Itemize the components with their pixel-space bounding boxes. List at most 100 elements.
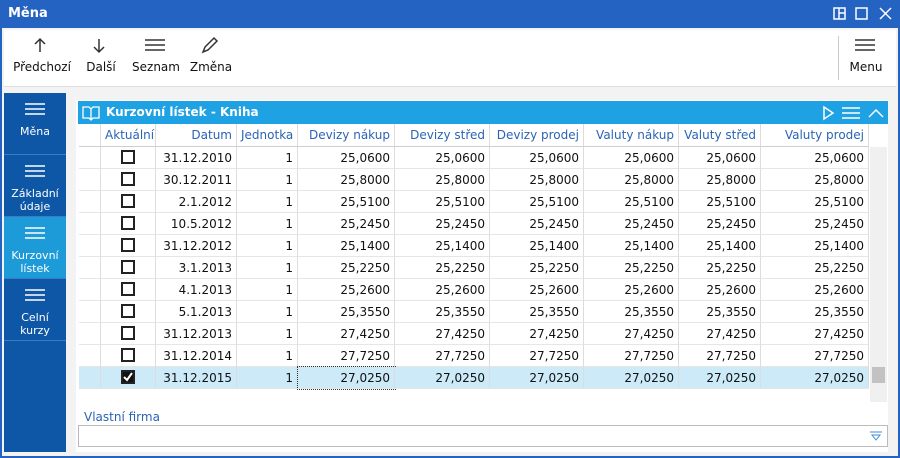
table-cell[interactable]: 25,3550	[298, 301, 395, 323]
column-header[interactable]: Aktuální	[101, 124, 156, 147]
table-cell[interactable]: 27,4250	[584, 323, 679, 345]
table-cell[interactable]: 25,1400	[679, 235, 761, 257]
table-cell[interactable]: 25,3550	[679, 301, 761, 323]
table-cell[interactable]: 25,2600	[395, 279, 490, 301]
table-cell[interactable]: 25,1400	[584, 235, 679, 257]
table-cell[interactable]: 27,0250	[297, 366, 396, 390]
table-cell[interactable]: 25,2450	[395, 213, 490, 235]
table-cell[interactable]: 25,2250	[584, 257, 679, 279]
checkbox[interactable]	[121, 194, 135, 208]
table-cell[interactable]: 25,0600	[679, 147, 761, 169]
field-input[interactable]	[78, 425, 888, 447]
table-cell[interactable]: 27,4250	[679, 323, 761, 345]
panel-controls[interactable]	[822, 105, 886, 121]
table-cell[interactable]: 27,7250	[584, 345, 679, 367]
column-header[interactable]: Valuty střed	[679, 124, 761, 147]
table-cell[interactable]: 27,4250	[395, 323, 490, 345]
table-cell[interactable]: 25,5100	[395, 191, 490, 213]
table-cell[interactable]: 25,0600	[490, 147, 584, 169]
column-header[interactable]: Valuty nákup	[584, 124, 679, 147]
table-cell[interactable]: 25,8000	[761, 169, 869, 191]
table-cell[interactable]: 25,2450	[490, 213, 584, 235]
checkbox[interactable]	[121, 326, 135, 340]
table-cell[interactable]: 2.1.2012	[156, 191, 237, 213]
table-cell[interactable]: 27,0250	[584, 367, 679, 389]
column-header[interactable]: Datum	[156, 124, 237, 147]
table-cell[interactable]: 25,0600	[584, 147, 679, 169]
table-cell[interactable]: 25,2450	[679, 213, 761, 235]
column-header[interactable]: Devizy nákup	[298, 124, 395, 147]
table-cell[interactable]: 25,8000	[395, 169, 490, 191]
column-header[interactable]: Valuty prodej	[761, 124, 869, 147]
table-cell[interactable]: 25,8000	[490, 169, 584, 191]
table-cell[interactable]: 25,2600	[298, 279, 395, 301]
checkbox[interactable]	[121, 348, 135, 362]
sidebar-item[interactable]: Základní údaje	[4, 155, 66, 217]
table-cell[interactable]: 10.5.2012	[156, 213, 237, 235]
checkbox[interactable]	[121, 172, 135, 186]
sidebar-item[interactable]: Celní kurzy	[4, 279, 66, 341]
table-cell[interactable]: 25,2250	[761, 257, 869, 279]
table-cell[interactable]: 25,2600	[761, 279, 869, 301]
table-cell[interactable]: 27,0250	[395, 367, 490, 389]
table-cell[interactable]: 27,0250	[679, 367, 761, 389]
checkbox[interactable]	[121, 216, 135, 230]
toolbar-button[interactable]: Seznam	[124, 36, 188, 74]
column-header[interactable]: Devizy prodej	[490, 124, 584, 147]
table-cell[interactable]: 25,3550	[761, 301, 869, 323]
toolbar-button[interactable]: Další	[69, 36, 133, 74]
table-cell[interactable]: 1	[237, 323, 298, 345]
table-cell[interactable]: 1	[237, 235, 298, 257]
table-cell[interactable]: 27,7250	[679, 345, 761, 367]
table-cell[interactable]: 27,0250	[490, 367, 584, 389]
table-cell[interactable]: 25,0600	[395, 147, 490, 169]
table-cell[interactable]: 25,8000	[298, 169, 395, 191]
table-cell[interactable]: 27,7250	[761, 345, 869, 367]
table-cell[interactable]: 25,2450	[298, 213, 395, 235]
table-cell[interactable]: 25,8000	[679, 169, 761, 191]
checkbox[interactable]	[121, 282, 135, 296]
column-header[interactable]: Jednotka	[237, 124, 298, 147]
table-cell[interactable]: 25,5100	[490, 191, 584, 213]
table-cell[interactable]: 1	[237, 191, 298, 213]
table-cell[interactable]: 1	[237, 279, 298, 301]
table-cell[interactable]: 27,4250	[490, 323, 584, 345]
table-cell[interactable]: 1	[237, 257, 298, 279]
checkbox[interactable]	[121, 150, 135, 164]
menu-button[interactable]: Menu	[834, 36, 898, 74]
table-cell[interactable]: 25,2250	[679, 257, 761, 279]
table-cell[interactable]: 25,3550	[584, 301, 679, 323]
window-controls[interactable]	[832, 7, 894, 21]
table-cell[interactable]: 5.1.2013	[156, 301, 237, 323]
table-cell[interactable]: 25,2450	[761, 213, 869, 235]
table-cell[interactable]: 1	[237, 367, 298, 389]
table-cell[interactable]: 27,7250	[395, 345, 490, 367]
scrollbar[interactable]	[870, 147, 887, 402]
table-cell[interactable]: 3.1.2013	[156, 257, 237, 279]
table-cell[interactable]: 27,7250	[490, 345, 584, 367]
table-cell[interactable]: 25,2600	[490, 279, 584, 301]
table-cell[interactable]: 1	[237, 213, 298, 235]
checkbox[interactable]	[121, 238, 135, 252]
table-cell[interactable]: 31.12.2015	[156, 367, 237, 389]
column-header[interactable]: Devizy střed	[395, 124, 490, 147]
sidebar-item[interactable]: Kurzovní lístek	[4, 217, 66, 279]
table-cell[interactable]: 1	[237, 301, 298, 323]
table-cell[interactable]: 31.12.2012	[156, 235, 237, 257]
checkbox[interactable]	[121, 304, 135, 318]
table-cell[interactable]: 31.12.2014	[156, 345, 237, 367]
table-cell[interactable]: 25,2250	[395, 257, 490, 279]
table-cell[interactable]: 25,5100	[761, 191, 869, 213]
toolbar-button[interactable]: Změna	[179, 36, 243, 74]
table-cell[interactable]: 25,3550	[490, 301, 584, 323]
table-cell[interactable]: 30.12.2011	[156, 169, 237, 191]
table-cell[interactable]: 25,1400	[298, 235, 395, 257]
table-cell[interactable]: 31.12.2010	[156, 147, 237, 169]
toolbar-button[interactable]: Předchozí	[10, 36, 74, 74]
table-cell[interactable]: 1	[237, 147, 298, 169]
checkbox[interactable]	[121, 260, 135, 274]
table-cell[interactable]: 25,2600	[679, 279, 761, 301]
table-cell[interactable]: 25,1400	[761, 235, 869, 257]
table-cell[interactable]: 25,5100	[584, 191, 679, 213]
table-cell[interactable]: 25,0600	[761, 147, 869, 169]
